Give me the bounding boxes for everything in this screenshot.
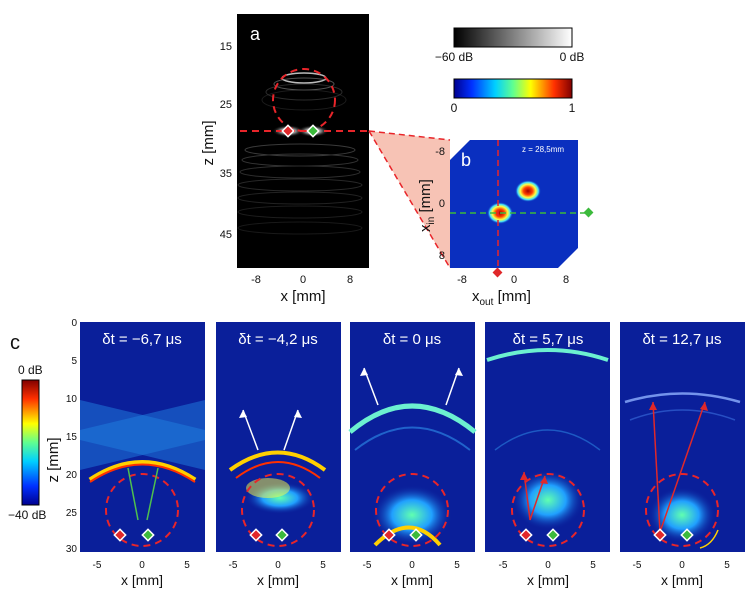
panel-b-annotation: z = 28,5mm [522,145,564,154]
zoom-wedge-edge [368,130,451,141]
panel-b-y-tick: 0 [439,198,445,210]
panel-a-y-label: z [mm] [200,121,217,166]
panel-c-cbar-top: 0 dB [18,363,43,377]
panel-a-letter: a [250,24,261,44]
frame-2-x-label: x [mm] [257,572,299,588]
frame-1-title: δt = −6,7 μs [102,331,182,348]
panel-c-letter: c [10,332,20,354]
frame-3-x-label: x [mm] [391,572,433,588]
red-diamond-marker [281,124,295,138]
jet-colorbar-min: 0 [451,101,458,115]
frame-1-x-tick: -5 [93,560,102,571]
panel-a-y-tick: 35 [220,168,232,180]
frame-4-x-tick: 5 [590,560,596,571]
panel-a-y-tick: 15 [220,41,232,53]
panel-a-image [237,14,369,268]
panel-a-x-tick: 8 [347,274,353,286]
jet-colorbar [453,78,573,99]
panel-b: b z = 28,5mm -8 0 8 xin [mm] -8 0 8 xout… [417,140,594,308]
frame-4-title: δt = 5,7 μs [513,331,584,348]
frame-5: δt = 12,7 μs [620,322,745,552]
panel-a-x-tick: 0 [300,274,306,286]
frame-3-x-tick: 0 [409,560,415,571]
colorbars: −60 dB 0 dB 0 1 [435,27,585,115]
frame-3-x-tick: 5 [454,560,460,571]
panel-c-y-label: z [mm] [45,438,62,483]
panel-b-y-label: xin [mm] [417,179,437,232]
gray-colorbar-max: 0 dB [560,50,585,64]
panel-b-x-tick: -8 [457,274,467,286]
panel-c-y-tick: 0 [71,318,77,329]
frame-2-x-tick: -5 [229,560,238,571]
panel-a: a 15 25 35 45 z [mm] -8 0 8 x [mm] [200,14,369,305]
panel-b-letter: b [461,150,471,170]
frame-1-x-tick: 5 [184,560,190,571]
panel-b-y-tick: 8 [439,250,445,262]
jet-colorbar-max: 1 [569,101,576,115]
panel-c-cbar-bottom: −40 dB [8,508,46,522]
frame-2-image [216,322,341,552]
panel-c-y-tick: 20 [66,470,78,481]
frame-4-x-tick: -5 [499,560,508,571]
panel-c-x-axes: -5 0 5 x [mm] -5 0 5 x [mm] -5 0 5 x [mm… [93,560,731,588]
frame-1: δt = −6,7 μs [80,322,205,552]
panel-a-x-tick: -8 [251,274,261,286]
panel-b-x-tick: 8 [563,274,569,286]
frame-2-x-tick: 5 [320,560,326,571]
green-diamond-marker [583,207,594,218]
panel-a-y-tick: 45 [220,229,232,241]
frame-3: δt = 0 μs [348,322,477,552]
panel-c-y-tick: 5 [71,356,77,367]
panel-a-y-tick: 25 [220,99,232,111]
frame-4-x-label: x [mm] [527,572,569,588]
zoom-wedge-edge [368,130,451,269]
gray-colorbar-min: −60 dB [435,50,473,64]
frame-2-x-tick: 0 [275,560,281,571]
frame-5-x-tick: -5 [633,560,642,571]
gray-colorbar [453,27,573,48]
panel-a-x-label: x [mm] [281,288,326,305]
frame-3-title: δt = 0 μs [383,331,441,348]
panel-c-y-tick: 15 [66,432,78,443]
frame-5-x-tick: 5 [724,560,730,571]
green-diamond-marker [306,124,320,138]
frame-1-x-label: x [mm] [121,572,163,588]
panel-c-y-tick: 30 [66,544,78,555]
panel-c: c 0 dB −40 dB z [mm] 0 5 10 15 20 25 30 … [8,318,745,588]
panel-b-x-label: xout [mm] [472,288,531,308]
red-diamond-marker [492,267,503,278]
frame-4-x-tick: 0 [545,560,551,571]
panel-b-x-tick: 0 [511,274,517,286]
frame-3-x-tick: -5 [363,560,372,571]
panel-c-colorbar [21,379,40,506]
panel-c-y-tick: 25 [66,508,78,519]
panel-b-hotspot [515,180,541,202]
frame-1-x-tick: 0 [139,560,145,571]
frame-5-x-label: x [mm] [661,572,703,588]
frame-5-title: δt = 12,7 μs [642,331,721,348]
frame-4: δt = 5,7 μs [485,322,610,552]
panel-b-image [450,140,578,268]
zoom-wedge [369,131,450,268]
frame-2: δt = −4,2 μs [216,322,341,552]
frame-2-title: δt = −4,2 μs [238,331,318,348]
panel-b-y-tick: -8 [435,146,445,158]
panel-c-y-tick: 10 [66,394,78,405]
frame-5-x-tick: 0 [679,560,685,571]
